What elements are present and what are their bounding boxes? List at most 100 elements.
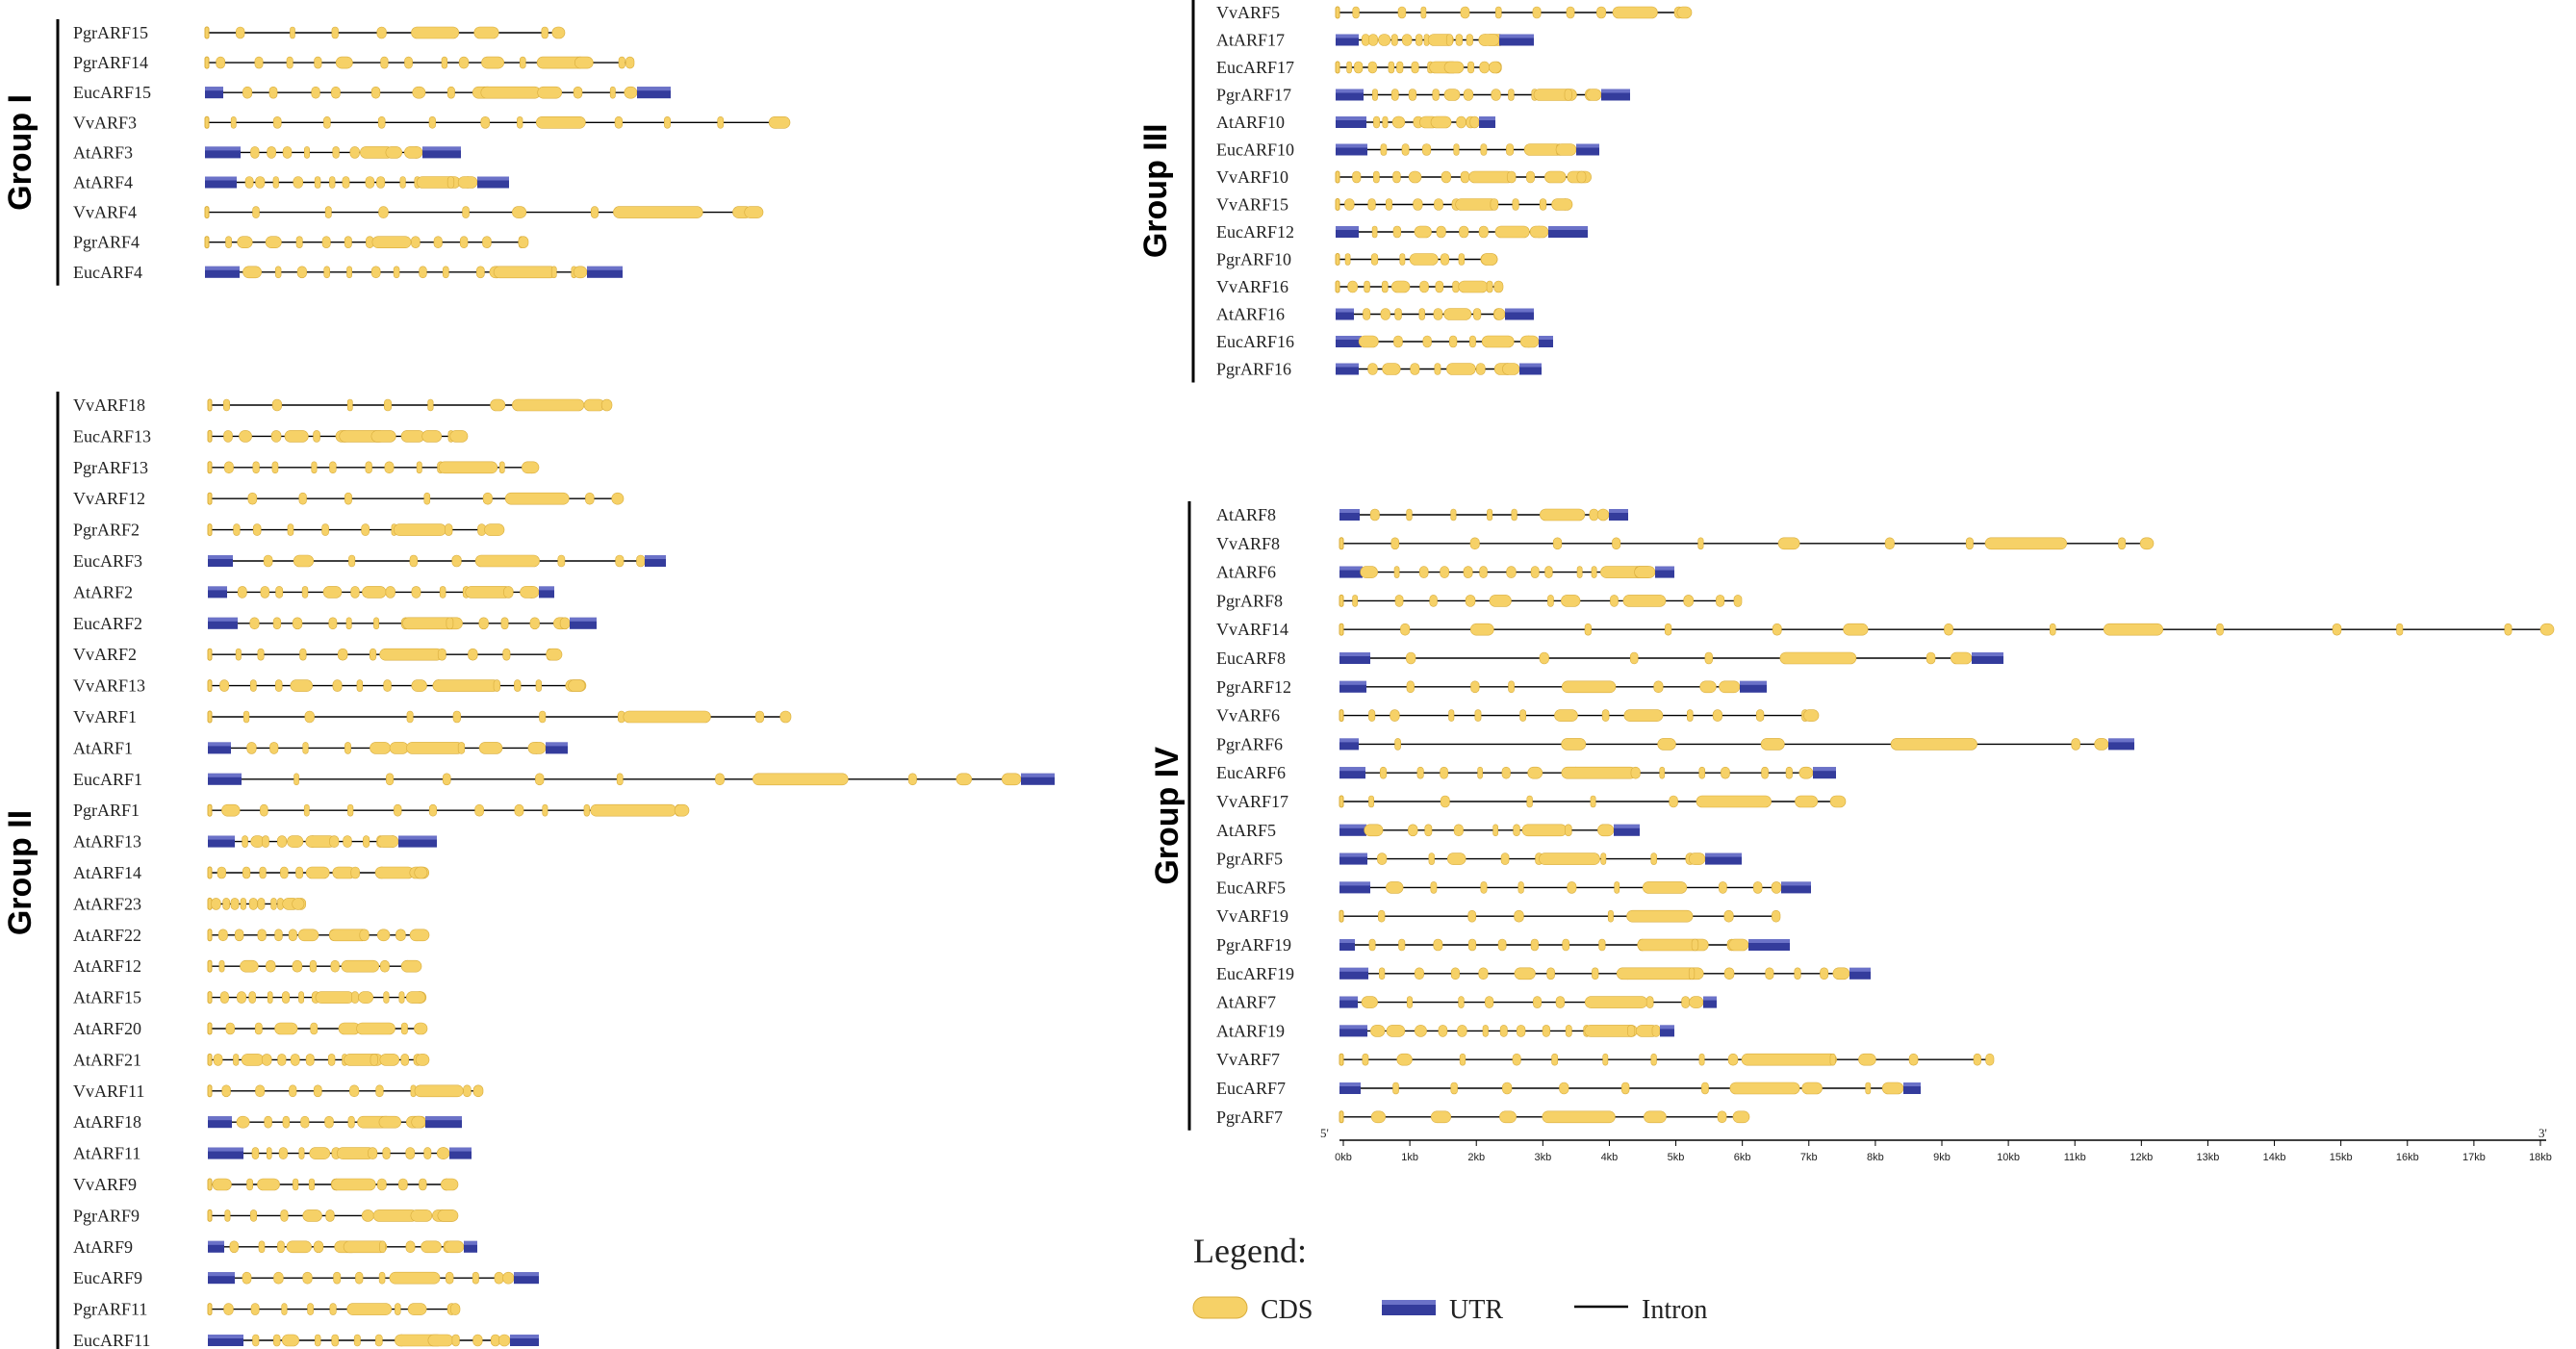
- cds-block: [240, 959, 259, 973]
- gene-row: VvARF7: [1216, 1050, 1995, 1069]
- cds-block: [1431, 1110, 1452, 1124]
- cds-block: [358, 991, 373, 1004]
- cds-block: [297, 929, 319, 942]
- cds-block: [266, 959, 276, 973]
- cds-block: [609, 86, 616, 99]
- utr-highlight: [1781, 881, 1811, 886]
- axis-tick-label: 0kb: [1335, 1152, 1352, 1163]
- cds-block: [1721, 766, 1730, 779]
- cds-block: [410, 1209, 433, 1222]
- cds-block: [295, 866, 304, 879]
- cds-block: [1555, 143, 1577, 156]
- gene-row: PgrARF9: [73, 1206, 459, 1225]
- cds-block: [2332, 623, 2342, 636]
- cds-block: [568, 679, 586, 692]
- axis-tick-label: 14kb: [2263, 1152, 2286, 1163]
- legend-utr-label: UTR: [1449, 1295, 1503, 1325]
- utr-highlight: [1479, 116, 1495, 120]
- cds-block: [380, 56, 389, 69]
- gene-row: AtARF10: [1216, 113, 1495, 132]
- cds-block: [322, 586, 343, 598]
- cds-block: [1659, 766, 1666, 779]
- cds-block: [504, 492, 570, 505]
- gene-name: AtARF23: [73, 894, 141, 913]
- cds-block: [304, 146, 310, 159]
- gene-name: VvARF19: [1216, 906, 1288, 926]
- axis-tick-label: 4kb: [1601, 1152, 1619, 1163]
- cds-block: [1460, 170, 1470, 184]
- utr-highlight: [1548, 226, 1588, 230]
- cds-block: [1561, 595, 1581, 607]
- cds-block: [207, 1084, 213, 1098]
- cds-block: [1552, 537, 1563, 550]
- cds-block: [378, 1115, 401, 1129]
- cds-block: [442, 773, 451, 786]
- utr-highlight: [1339, 824, 1366, 828]
- axis-tick-label: 13kb: [2197, 1152, 2220, 1163]
- cds-block: [1368, 938, 1376, 952]
- gene-row: PgrARF10: [1216, 250, 1498, 269]
- cds-block: [1482, 1025, 1489, 1037]
- cds-block: [386, 773, 395, 786]
- gene-row: EucARF17: [1216, 58, 1502, 77]
- cds-block: [1689, 996, 1704, 1008]
- cds-block: [207, 1209, 213, 1222]
- cds-block: [1567, 881, 1577, 894]
- cds-block: [252, 523, 262, 536]
- cds-block: [269, 742, 279, 754]
- cds-block: [2504, 623, 2512, 636]
- cds-block: [1433, 308, 1443, 320]
- cds-block: [474, 803, 484, 817]
- utr-highlight: [1903, 1082, 1921, 1086]
- cds-block: [1669, 795, 1678, 808]
- cds-block: [1434, 198, 1443, 211]
- cds-block: [222, 898, 231, 910]
- cds-block: [252, 461, 260, 474]
- cds-block: [907, 773, 917, 786]
- cds-block: [444, 1240, 465, 1254]
- gene-row: AtARF11: [73, 1144, 472, 1163]
- cds-block: [1634, 566, 1656, 578]
- cds-block: [625, 56, 635, 69]
- cds-block: [481, 56, 504, 69]
- cds-block: [314, 176, 321, 189]
- gene-name: AtARF10: [1216, 113, 1285, 132]
- cds-block: [490, 398, 506, 412]
- cds-block: [240, 898, 246, 910]
- group-label: Group II: [2, 810, 38, 935]
- cds-block: [394, 803, 402, 817]
- cds-block: [1440, 253, 1450, 266]
- gene-row: PgrARF11: [73, 1300, 461, 1319]
- legend: Legend: CDS UTR Intron: [1192, 1232, 1707, 1325]
- cds-block: [459, 236, 469, 248]
- cds-block: [1371, 225, 1378, 239]
- cds-block: [1908, 1053, 1919, 1066]
- cds-block: [242, 866, 251, 879]
- cds-block: [520, 586, 540, 598]
- axis-end-label: 3': [2538, 1126, 2547, 1140]
- cds-block: [404, 146, 423, 159]
- cds-block: [446, 1271, 454, 1285]
- cds-block: [1335, 6, 1340, 19]
- gene-row: AtARF9: [73, 1237, 477, 1257]
- cds-block: [321, 523, 329, 536]
- cds-block: [1478, 967, 1489, 980]
- cds-block: [250, 1209, 258, 1222]
- cds-block: [1519, 709, 1526, 722]
- cds-block: [1801, 1082, 1823, 1095]
- utr-highlight: [208, 586, 227, 591]
- gene-rows: PgrARF15 PgrARF14 EucARF15 VvARF3 AtARF3 AtAR…: [73, 3, 2555, 1349]
- gene-row: AtARF23: [73, 894, 307, 913]
- gene-row: AtARF16: [1216, 305, 1534, 324]
- utr-highlight: [1339, 680, 1366, 685]
- cds-block: [1408, 170, 1422, 184]
- cds-block: [1547, 595, 1554, 607]
- cds-block: [1446, 363, 1476, 375]
- axis-tick-label: 1kb: [1401, 1152, 1418, 1163]
- cds-block: [451, 554, 462, 568]
- utr-highlight: [449, 1147, 472, 1152]
- cds-block: [1339, 537, 1344, 550]
- cds-block: [273, 1271, 284, 1285]
- cds-block: [1820, 967, 1829, 980]
- utr-highlight: [1505, 308, 1534, 313]
